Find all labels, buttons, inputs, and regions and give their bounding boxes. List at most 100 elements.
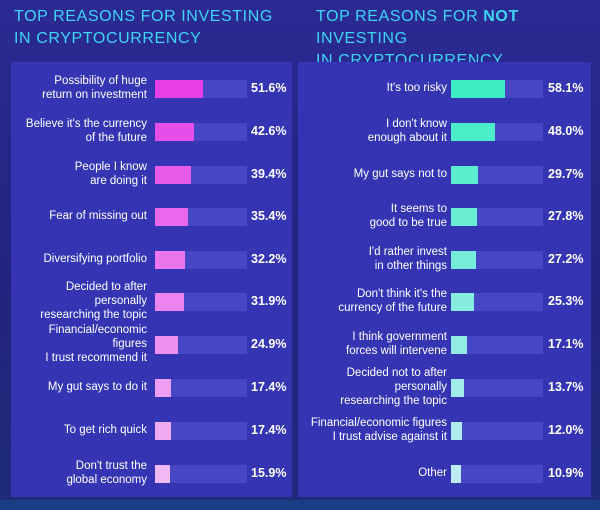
bar bbox=[451, 379, 464, 397]
value-label: 48.0% bbox=[548, 124, 584, 138]
bar bbox=[155, 422, 171, 440]
value-label: 17.4% bbox=[251, 380, 287, 394]
bar-track bbox=[451, 80, 543, 98]
bar bbox=[451, 80, 505, 98]
bar bbox=[155, 379, 171, 397]
bar-track bbox=[451, 422, 543, 440]
bar-track bbox=[451, 123, 543, 141]
bar bbox=[451, 123, 496, 141]
category-label-text: Financial/economic figures I trust recomm… bbox=[11, 323, 147, 365]
bar bbox=[155, 293, 185, 311]
bar-row-investing-4: Fear of missing out 35.4% bbox=[11, 196, 292, 236]
category-label-text: Other bbox=[418, 466, 447, 480]
bar bbox=[155, 465, 170, 483]
bar-row-not-investing-5: I'd rather invest in other things 27.2% bbox=[298, 239, 591, 279]
bar-track bbox=[155, 379, 247, 397]
bar bbox=[451, 465, 461, 483]
category-label: People I know are doing it bbox=[11, 154, 147, 194]
bottom-strip bbox=[0, 500, 600, 510]
bar-row-not-investing-1: It's too risky 58.1% bbox=[298, 68, 591, 108]
category-label-line: I trust recommend it bbox=[45, 352, 147, 364]
category-label: Don't think it's the currency of the futu… bbox=[298, 281, 447, 321]
category-label-line: enough about it bbox=[367, 132, 447, 144]
bar-track bbox=[155, 251, 247, 269]
category-label-line: global economy bbox=[66, 474, 147, 486]
category-label: It seems to good to be true bbox=[298, 196, 447, 236]
bar-row-investing-7: Financial/economic figures I trust recomm… bbox=[11, 324, 292, 364]
category-label-text: I think government forces will intervene bbox=[346, 330, 447, 358]
category-label-line: return on investment bbox=[42, 89, 147, 101]
bar bbox=[451, 422, 462, 440]
value-label: 17.4% bbox=[251, 423, 287, 437]
bar bbox=[155, 208, 188, 226]
category-label-line: People I know bbox=[74, 161, 147, 173]
category-label: Other bbox=[298, 453, 447, 493]
bar bbox=[155, 80, 203, 98]
category-label: Financial/economic figures I trust advise… bbox=[298, 410, 447, 450]
bar-row-not-investing-7: I think government forces will intervene 1… bbox=[298, 324, 591, 364]
bar-track bbox=[155, 208, 247, 226]
category-label-line: Decided not to after personally bbox=[346, 367, 447, 393]
category-label: Financial/economic figures I trust recomm… bbox=[11, 324, 147, 364]
category-label-text: Decided to after personally researching t… bbox=[11, 280, 147, 322]
category-label: Decided to after personally researching t… bbox=[11, 281, 147, 321]
category-label-line: Don't think it's the bbox=[356, 288, 447, 300]
bar bbox=[155, 336, 178, 354]
category-label-line: Believe it's the currency bbox=[25, 118, 147, 130]
chart-title-right-post: INVESTING bbox=[316, 30, 408, 47]
category-label-line: I think government bbox=[352, 331, 447, 343]
category-label-line: currency of the future bbox=[338, 302, 447, 314]
bar-track bbox=[155, 166, 247, 184]
category-label-line: It seems to bbox=[390, 203, 447, 215]
category-label-text: Possibility of huge return on investment bbox=[42, 74, 147, 102]
bar bbox=[155, 251, 185, 269]
category-label-text: Believe it's the currency of the future bbox=[26, 117, 147, 145]
chart-title-left-line1: TOP REASONS FOR INVESTING bbox=[14, 8, 273, 25]
category-label: To get rich quick bbox=[11, 410, 147, 450]
bar bbox=[155, 123, 195, 141]
category-label-line: Decided to after personally bbox=[65, 281, 147, 307]
category-label-line: My gut says to do it bbox=[47, 381, 147, 393]
bar-row-not-investing-9: Financial/economic figures I trust advise… bbox=[298, 410, 591, 450]
category-label-line: Diversifying portfolio bbox=[43, 253, 147, 265]
bar-row-investing-10: Don't trust the global economy 15.9% bbox=[11, 453, 292, 493]
category-label: Don't trust the global economy bbox=[11, 453, 147, 493]
category-label: It's too risky bbox=[298, 68, 447, 108]
category-label-text: I don't know enough about it bbox=[368, 117, 447, 145]
category-label-text: It's too risky bbox=[387, 81, 447, 95]
bar-track bbox=[451, 208, 543, 226]
chart-panel-investing: Possibility of huge return on investment 5… bbox=[11, 62, 292, 497]
chart-title-left: TOP REASONS FOR INVESTING IN CRYPTOCURREN… bbox=[14, 6, 299, 50]
value-label: 24.9% bbox=[251, 337, 287, 351]
category-label-text: My gut says not to bbox=[354, 167, 447, 181]
category-label-line: Possibility of huge bbox=[54, 75, 147, 87]
category-label: Diversifying portfolio bbox=[11, 239, 147, 279]
chart-panel-not-investing: It's too risky 58.1% I don't know enough ab… bbox=[298, 62, 591, 497]
value-label: 32.2% bbox=[251, 252, 287, 266]
bar-row-not-investing-6: Don't think it's the currency of the futu… bbox=[298, 281, 591, 321]
category-label: Fear of missing out bbox=[11, 196, 147, 236]
bar-track bbox=[451, 465, 543, 483]
bar-row-investing-5: Diversifying portfolio 32.2% bbox=[11, 239, 292, 279]
bar-row-investing-3: People I know are doing it 39.4% bbox=[11, 154, 292, 194]
category-label-line: I don't know bbox=[385, 118, 447, 130]
category-label: My gut says not to bbox=[298, 154, 447, 194]
category-label-line: I'd rather invest bbox=[368, 246, 447, 258]
bar-row-not-investing-4: It seems to good to be true 27.8% bbox=[298, 196, 591, 236]
bar bbox=[451, 251, 476, 269]
category-label-text: Financial/economic figures I trust advise… bbox=[311, 416, 447, 444]
chart-title-right-emphasis: NOT bbox=[483, 8, 519, 25]
value-label: 27.8% bbox=[548, 209, 584, 223]
category-label-line: Financial/economic figures bbox=[48, 324, 147, 350]
category-label-text: Decided not to after personally researchi… bbox=[298, 366, 447, 408]
value-label: 42.6% bbox=[251, 124, 287, 138]
category-label-text: It seems to good to be true bbox=[370, 202, 447, 230]
bar-track bbox=[155, 80, 247, 98]
category-label-line: forces will intervene bbox=[346, 345, 447, 357]
bar-track bbox=[155, 123, 247, 141]
category-label-line: Other bbox=[418, 467, 447, 479]
bar-track bbox=[451, 251, 543, 269]
category-label: Believe it's the currency of the future bbox=[11, 111, 147, 151]
category-label-text: Fear of missing out bbox=[49, 209, 147, 223]
category-label-text: Diversifying portfolio bbox=[43, 252, 147, 266]
